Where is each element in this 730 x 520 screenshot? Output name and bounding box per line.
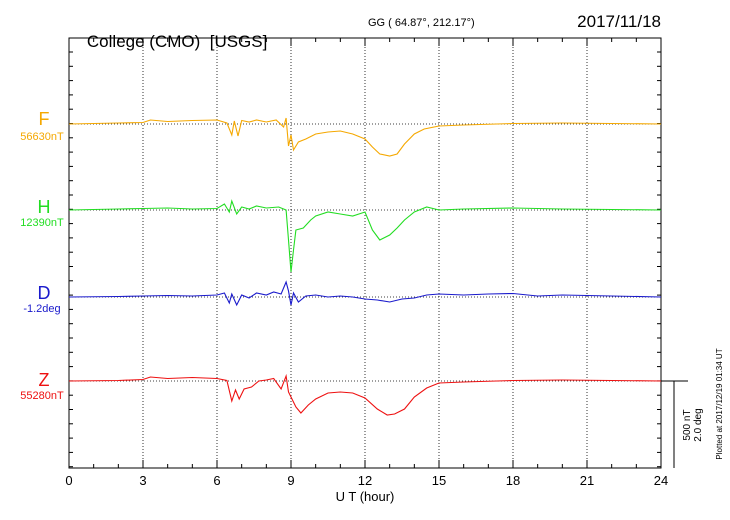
- baseline-value-D: -1.2deg: [23, 303, 60, 315]
- series-label-F: F: [39, 109, 50, 129]
- x-tick-label-18: 18: [506, 473, 520, 488]
- station-name: College (CMO): [86, 32, 201, 51]
- x-tick-label-6: 6: [213, 473, 220, 488]
- x-tick-label-3: 3: [139, 473, 146, 488]
- x-tick-label-0: 0: [65, 473, 72, 488]
- series-line-F: [68, 117, 662, 157]
- x-tick-label-15: 15: [432, 473, 446, 488]
- scale-bar-label-deg: 2.0 deg: [693, 408, 704, 441]
- series-line-H: [68, 199, 662, 273]
- x-tick-label-9: 9: [287, 473, 294, 488]
- plot-frame: [68, 37, 662, 469]
- coordinates-label: GG ( 64.87°, 212.17°): [368, 17, 475, 29]
- plotted-at-note: Plotted at 2017/12/19 01:34 UT: [715, 348, 724, 459]
- agency-label: [USGS]: [209, 32, 268, 51]
- date-label: 2017/11/18: [577, 12, 661, 31]
- series-label-D: D: [38, 283, 51, 303]
- series-line-Z: [68, 373, 662, 416]
- baseline-value-H: 12390nT: [20, 217, 64, 229]
- x-tick-label-21: 21: [580, 473, 594, 488]
- scale-bar-label-nt: 500 nT: [682, 409, 693, 440]
- series-label-H: H: [38, 197, 51, 217]
- station-title: College (CMO) [USGS]: [68, 12, 267, 72]
- baseline-value-Z: 55280nT: [20, 390, 64, 402]
- series-line-D: [68, 280, 662, 307]
- x-tick-label-12: 12: [358, 473, 372, 488]
- baseline-value-F: 56630nT: [20, 131, 64, 143]
- x-tick-label-24: 24: [654, 473, 668, 488]
- x-axis-label: U T (hour): [336, 489, 395, 504]
- series-label-Z: Z: [39, 370, 50, 390]
